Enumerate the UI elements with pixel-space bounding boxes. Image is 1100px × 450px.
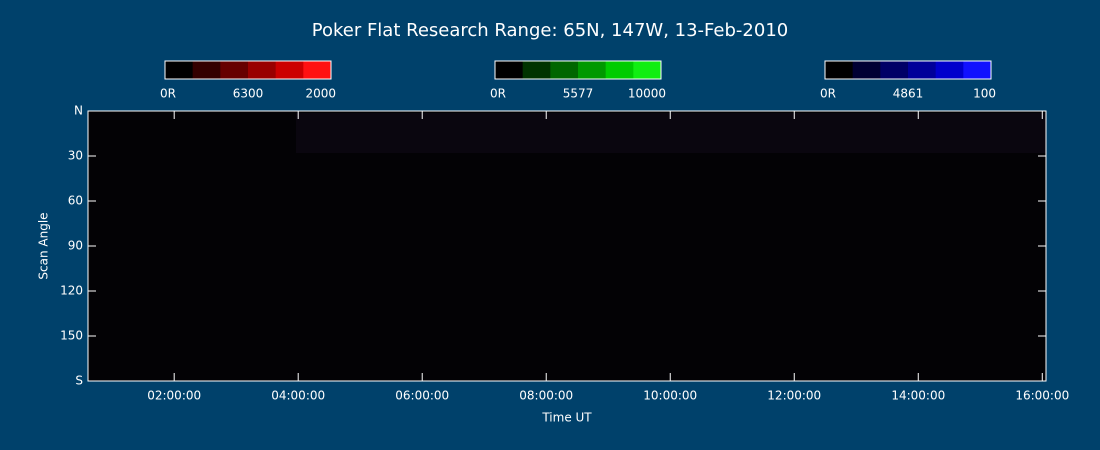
- x-axis-label: Time UT: [541, 411, 592, 425]
- colorbar-segment: [275, 61, 304, 79]
- colorbar-segment: [935, 61, 964, 79]
- y-tick-label: 30: [68, 149, 83, 163]
- colorbar-segment: [963, 61, 992, 79]
- colorbar-segment: [908, 61, 937, 79]
- colorbar-segment: [522, 61, 551, 79]
- colorbar-max-label: 2000: [305, 87, 336, 101]
- colorbar-segment: [192, 61, 221, 79]
- plot-glow: [296, 113, 1046, 153]
- x-tick-label: 16:00:00: [1015, 389, 1069, 403]
- colorbar-name: 6300: [233, 87, 264, 101]
- colorbar-segment: [495, 61, 524, 79]
- colorbar-frame: [164, 60, 332, 80]
- colorbar-name: 5577: [563, 87, 594, 101]
- x-tick-label: 12:00:00: [767, 389, 821, 403]
- chart-title: Poker Flat Research Range: 65N, 147W, 13…: [312, 20, 788, 41]
- plot-area: [88, 111, 1046, 381]
- x-tick-label: 02:00:00: [147, 389, 201, 403]
- colorbar-max-label: 100: [973, 87, 996, 101]
- colorbar-name: 4861: [893, 87, 924, 101]
- x-tick-label: 06:00:00: [395, 389, 449, 403]
- colorbar-segment: [550, 61, 579, 79]
- colorbar-frame: [494, 60, 662, 80]
- colorbar-segment: [248, 61, 277, 79]
- colorbar-segment: [880, 61, 909, 79]
- colorbar-segment: [852, 61, 881, 79]
- colorbar-min-label: 0R: [820, 87, 836, 101]
- colorbar-segment: [578, 61, 607, 79]
- colorbar-segment: [633, 61, 662, 79]
- y-tick-label: 150: [60, 329, 83, 343]
- colorbar-segment: [303, 61, 332, 79]
- x-tick-label: 08:00:00: [519, 389, 573, 403]
- y-tick-label: 90: [68, 239, 83, 253]
- colorbar-min-label: 0R: [160, 87, 176, 101]
- y-tick-label: N: [74, 104, 83, 118]
- colorbar-segment: [220, 61, 249, 79]
- x-tick-label: 14:00:00: [891, 389, 945, 403]
- y-tick-label: 120: [60, 284, 83, 298]
- colorbar-max-label: 10000: [628, 87, 666, 101]
- colorbar-frame: [824, 60, 992, 80]
- y-tick-label: S: [75, 374, 83, 388]
- x-tick-label: 04:00:00: [271, 389, 325, 403]
- colorbar-segment: [605, 61, 634, 79]
- y-axis-label: Scan Angle: [37, 212, 51, 279]
- y-tick-label: 60: [68, 194, 83, 208]
- x-tick-label: 10:00:00: [643, 389, 697, 403]
- colorbar-min-label: 0R: [490, 87, 506, 101]
- colorbar-segment: [165, 61, 194, 79]
- colorbar-segment: [825, 61, 854, 79]
